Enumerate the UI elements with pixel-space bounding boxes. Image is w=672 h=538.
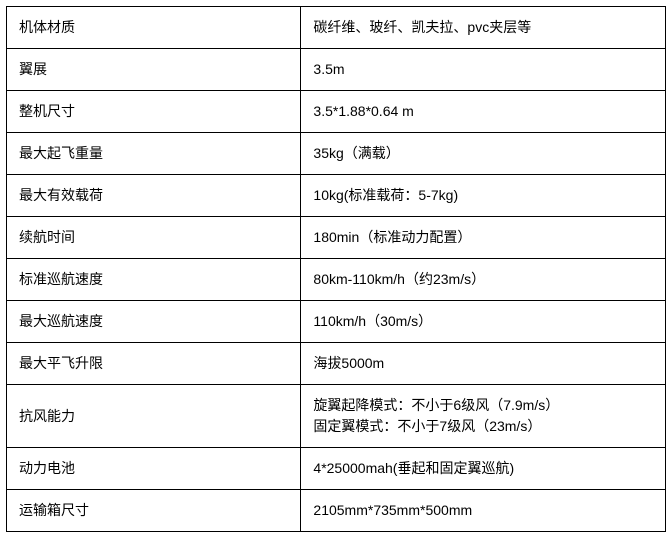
table-row: 抗风能力 旋翼起降模式：不小于6级风（7.9m/s）固定翼模式：不小于7级风（2… <box>7 385 666 448</box>
spec-value: 180min（标准动力配置） <box>301 217 666 259</box>
spec-label: 续航时间 <box>7 217 301 259</box>
spec-table-body: 机体材质 碳纤维、玻纤、凯夫拉、pvc夹层等 翼展 3.5m 整机尺寸 3.5*… <box>7 7 666 532</box>
table-row: 最大平飞升限 海拔5000m <box>7 343 666 385</box>
spec-label: 机体材质 <box>7 7 301 49</box>
table-row: 最大起飞重量 35kg（满载） <box>7 133 666 175</box>
spec-label: 标准巡航速度 <box>7 259 301 301</box>
spec-value: 4*25000mah(垂起和固定翼巡航) <box>301 448 666 490</box>
spec-label: 最大有效载荷 <box>7 175 301 217</box>
spec-value: 海拔5000m <box>301 343 666 385</box>
table-row: 动力电池 4*25000mah(垂起和固定翼巡航) <box>7 448 666 490</box>
spec-label: 抗风能力 <box>7 385 301 448</box>
spec-value: 35kg（满载） <box>301 133 666 175</box>
spec-label: 动力电池 <box>7 448 301 490</box>
table-row: 翼展 3.5m <box>7 49 666 91</box>
table-row: 标准巡航速度 80km-110km/h（约23m/s） <box>7 259 666 301</box>
spec-value: 10kg(标准载荷：5-7kg) <box>301 175 666 217</box>
table-row: 续航时间 180min（标准动力配置） <box>7 217 666 259</box>
table-row: 运输箱尺寸 2105mm*735mm*500mm <box>7 490 666 532</box>
table-row: 整机尺寸 3.5*1.88*0.64 m <box>7 91 666 133</box>
spec-label: 运输箱尺寸 <box>7 490 301 532</box>
spec-label: 最大起飞重量 <box>7 133 301 175</box>
spec-value: 旋翼起降模式：不小于6级风（7.9m/s）固定翼模式：不小于7级风（23m/s） <box>301 385 666 448</box>
spec-value: 3.5m <box>301 49 666 91</box>
table-row: 最大有效载荷 10kg(标准载荷：5-7kg) <box>7 175 666 217</box>
spec-label: 整机尺寸 <box>7 91 301 133</box>
spec-value: 2105mm*735mm*500mm <box>301 490 666 532</box>
spec-table: 机体材质 碳纤维、玻纤、凯夫拉、pvc夹层等 翼展 3.5m 整机尺寸 3.5*… <box>6 6 666 532</box>
spec-value: 110km/h（30m/s） <box>301 301 666 343</box>
spec-value: 碳纤维、玻纤、凯夫拉、pvc夹层等 <box>301 7 666 49</box>
spec-label: 翼展 <box>7 49 301 91</box>
spec-label: 最大巡航速度 <box>7 301 301 343</box>
spec-value: 3.5*1.88*0.64 m <box>301 91 666 133</box>
table-row: 机体材质 碳纤维、玻纤、凯夫拉、pvc夹层等 <box>7 7 666 49</box>
spec-label: 最大平飞升限 <box>7 343 301 385</box>
spec-value: 80km-110km/h（约23m/s） <box>301 259 666 301</box>
table-row: 最大巡航速度 110km/h（30m/s） <box>7 301 666 343</box>
